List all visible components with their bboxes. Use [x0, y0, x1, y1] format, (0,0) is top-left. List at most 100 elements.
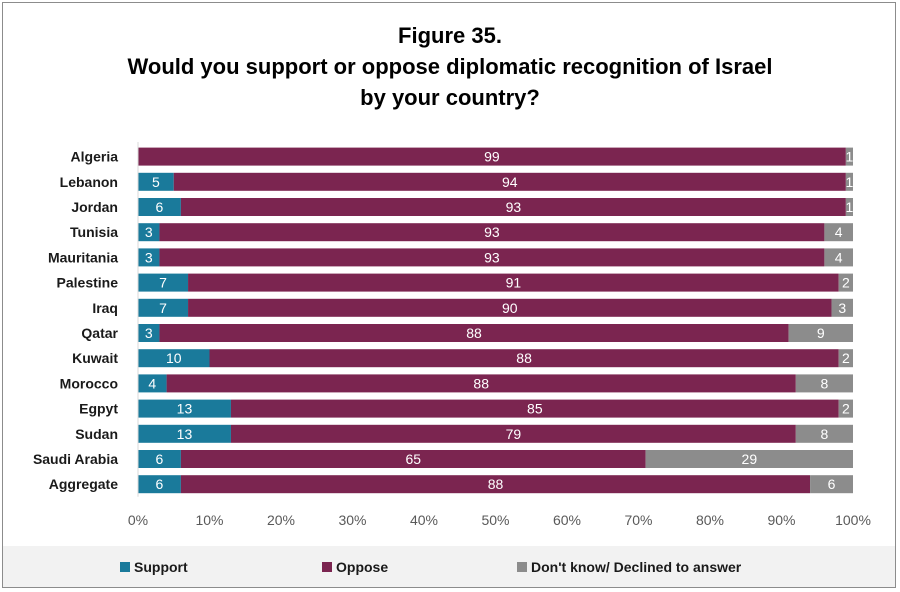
- data-label: 6: [828, 476, 836, 492]
- bar-segment-support: [138, 198, 181, 216]
- category-label: Mauritania: [48, 249, 118, 265]
- data-label: 6: [156, 451, 164, 467]
- bar-segment-support: [138, 273, 189, 292]
- category-label: Qatar: [81, 325, 118, 341]
- figure-number: Figure 35.: [398, 23, 502, 48]
- legend-label-support: Support: [134, 559, 188, 575]
- data-label: 88: [466, 325, 482, 341]
- bar-segment-dont-know: [838, 273, 853, 292]
- bar-segment-support: [138, 374, 167, 393]
- data-label: 90: [502, 300, 518, 316]
- data-label: 4: [835, 249, 843, 265]
- x-tick-label: 80%: [696, 512, 724, 528]
- data-label: 29: [742, 451, 758, 467]
- data-label: 79: [506, 426, 522, 442]
- data-label: 93: [484, 249, 500, 265]
- x-tick-label: 60%: [553, 512, 581, 528]
- data-label: 1: [846, 149, 854, 165]
- legend-label-oppose: Oppose: [336, 559, 389, 575]
- data-label: 3: [145, 249, 153, 265]
- bar-segment-oppose: [180, 450, 646, 468]
- bar-segment-dont-know: [795, 374, 853, 393]
- data-label: 94: [502, 174, 518, 190]
- bar-segment-dont-know: [845, 198, 853, 216]
- category-label: Aggregate: [49, 476, 118, 492]
- bar-segment-oppose: [180, 198, 846, 216]
- data-label: 85: [527, 401, 543, 417]
- data-label: 3: [838, 300, 846, 316]
- data-label: 8: [821, 375, 829, 391]
- bar-segment-support: [138, 424, 231, 443]
- data-label: 2: [842, 275, 850, 291]
- chart-subtitle-line-2: by your country?: [360, 85, 540, 110]
- category-label: Kuwait: [72, 350, 118, 366]
- bar-segment-oppose: [230, 424, 796, 443]
- bar-segment-dont-know: [824, 223, 853, 242]
- x-tick-label: 50%: [481, 512, 509, 528]
- data-label: 65: [405, 451, 421, 467]
- category-label: Saudi Arabia: [33, 451, 118, 467]
- data-label: 5: [152, 174, 160, 190]
- data-label: 93: [484, 224, 500, 240]
- data-label: 3: [145, 224, 153, 240]
- category-label: Lebanon: [60, 174, 118, 190]
- bar-segment-support: [138, 399, 231, 418]
- data-label: 2: [842, 350, 850, 366]
- data-label: 8: [821, 426, 829, 442]
- bar-segment-oppose: [138, 147, 846, 166]
- bar-segment-oppose: [159, 324, 789, 342]
- bar-segment-support: [138, 349, 210, 368]
- bar-segment-support: [138, 324, 160, 342]
- bar-segment-oppose: [159, 248, 825, 267]
- bar-segment-oppose: [230, 399, 839, 418]
- category-label: Sudan: [75, 426, 118, 442]
- bar-segment-support: [138, 223, 160, 242]
- bar-segment-oppose: [209, 349, 839, 368]
- x-tick-label: 20%: [267, 512, 295, 528]
- category-label: Algeria: [71, 149, 119, 165]
- bar-segment-oppose: [180, 475, 811, 494]
- x-tick-label: 30%: [338, 512, 366, 528]
- bar-segment-support: [138, 298, 189, 317]
- data-label: 4: [148, 375, 156, 391]
- data-label: 93: [506, 199, 522, 215]
- bar-segment-oppose: [173, 172, 846, 191]
- chart-title: Figure 35. Would you support or oppose d…: [0, 20, 900, 113]
- data-label: 10: [166, 350, 182, 366]
- bar-segment-oppose: [188, 273, 839, 292]
- data-label: 2: [842, 401, 850, 417]
- legend-swatch-support: [120, 562, 130, 572]
- bar-segment-oppose: [188, 298, 832, 317]
- chart-subtitle-line-1: Would you support or oppose diplomatic r…: [127, 54, 773, 79]
- category-label: Jordan: [71, 199, 118, 215]
- legend-swatch-oppose: [322, 562, 332, 572]
- bar-segment-dont-know: [838, 349, 853, 368]
- category-label: Palestine: [57, 275, 119, 291]
- bar-segment-support: [138, 248, 160, 267]
- category-label: Egpyt: [79, 401, 118, 417]
- legend-item-support: Support: [120, 559, 188, 575]
- legend-label-dont-know: Don't know/ Declined to answer: [531, 559, 742, 575]
- data-label: 6: [156, 199, 164, 215]
- data-label: 13: [177, 401, 193, 417]
- bar-segment-dont-know: [831, 298, 853, 317]
- x-tick-label: 90%: [767, 512, 795, 528]
- legend-swatch-dont-know: [517, 562, 527, 572]
- data-label: 88: [516, 350, 532, 366]
- x-tick-label: 0%: [128, 512, 148, 528]
- bar-segment-dont-know: [838, 399, 853, 418]
- bar-segment-oppose: [166, 374, 796, 393]
- data-label: 91: [506, 275, 522, 291]
- data-label: 3: [145, 325, 153, 341]
- data-label: 1: [846, 174, 854, 190]
- bar-segment-dont-know: [810, 475, 853, 494]
- legend: Support Oppose Don't know/ Declined to a…: [3, 546, 895, 587]
- bar-segment-oppose: [159, 223, 825, 242]
- data-label: 7: [159, 275, 167, 291]
- bar-segment-dont-know: [788, 324, 853, 342]
- data-label: 88: [473, 375, 489, 391]
- x-tick-label: 10%: [195, 512, 223, 528]
- data-label: 4: [835, 224, 843, 240]
- data-label: 1: [846, 199, 854, 215]
